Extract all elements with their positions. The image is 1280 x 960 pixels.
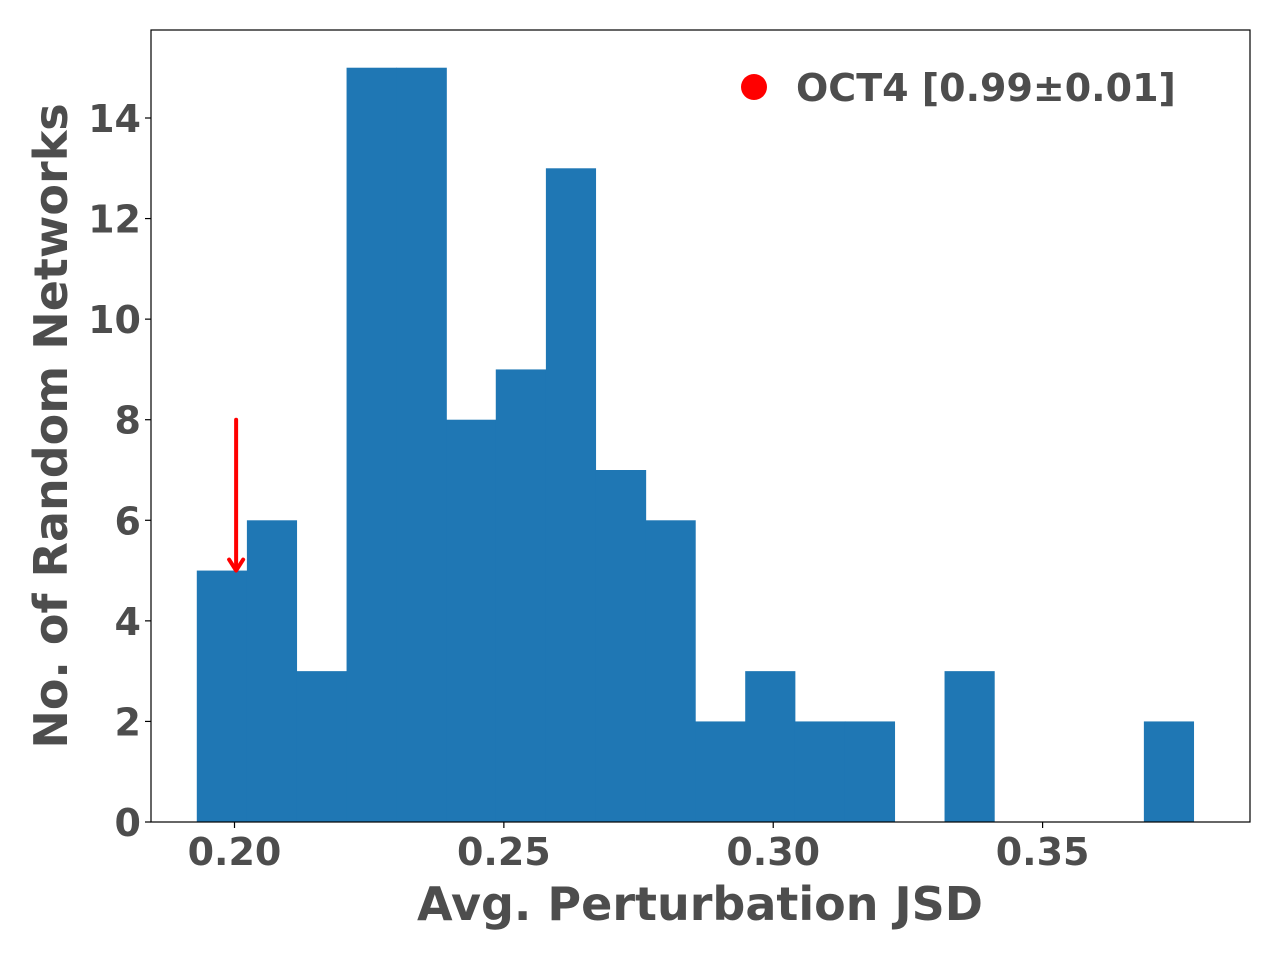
histogram-bar [495, 369, 547, 822]
plot-frame [150, 29, 1251, 823]
histogram-bar [1143, 721, 1195, 822]
histogram-bar [545, 168, 597, 823]
y-tick-label: 10 [88, 298, 141, 342]
legend-marker-icon [741, 74, 767, 100]
histogram-bar [446, 419, 497, 822]
y-axis-label: No. of Random Networks [24, 103, 78, 748]
histogram-bar [296, 671, 348, 822]
legend: OCT4 [0.99±0.01] [741, 66, 1176, 110]
x-tick-label: 0.20 [188, 830, 282, 874]
y-tick-label: 4 [115, 600, 141, 644]
histogram-bar [844, 721, 896, 822]
histogram-bar [346, 67, 397, 822]
histogram-bar [246, 520, 298, 822]
y-tick-label: 8 [115, 399, 141, 443]
histogram-bar [745, 671, 796, 822]
histogram-bar [944, 671, 995, 822]
arrow-head-icon [227, 557, 246, 573]
histogram-bar [595, 470, 647, 822]
x-axis: 0.20 0.25 0.30 0.35 [188, 822, 1090, 874]
histogram-bars [196, 67, 1195, 823]
histogram-bar [396, 67, 447, 822]
y-tick-label: 0 [115, 801, 141, 845]
x-tick-label: 0.25 [457, 830, 551, 874]
y-tick-label: 14 [88, 97, 141, 141]
x-axis-label: Avg. Perturbation JSD [417, 877, 983, 931]
x-tick-label: 0.35 [996, 830, 1090, 874]
y-tick-label: 6 [115, 499, 141, 543]
histogram-bar [695, 721, 746, 822]
histogram-bar [794, 721, 846, 822]
histogram-bar [645, 520, 696, 822]
oct4-marker-arrow [227, 417, 246, 573]
y-tick-label: 2 [115, 700, 141, 744]
y-axis: 0 2 4 6 8 10 12 14 [88, 97, 151, 845]
histogram-bar [196, 570, 248, 822]
x-tick-label: 0.30 [726, 830, 820, 874]
y-tick-label: 12 [88, 198, 141, 242]
legend-label: OCT4 [0.99±0.01] [796, 66, 1176, 110]
